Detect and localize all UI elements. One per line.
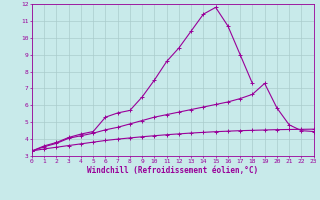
X-axis label: Windchill (Refroidissement éolien,°C): Windchill (Refroidissement éolien,°C) xyxy=(87,166,258,175)
